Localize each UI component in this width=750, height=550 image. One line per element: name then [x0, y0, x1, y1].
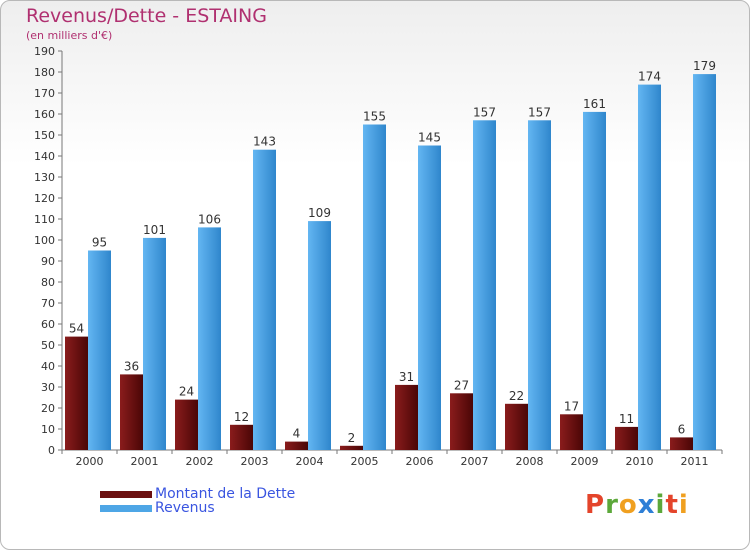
bar-revenus — [583, 111, 606, 451]
chart-title: Revenus/Dette - ESTAING — [26, 5, 267, 27]
bar-revenus — [528, 120, 551, 451]
logo-letter: i — [655, 490, 666, 520]
bar-revenus — [308, 221, 331, 450]
bar-dette — [395, 384, 418, 450]
x-tick-label: 2007 — [461, 455, 489, 468]
y-tick-label: 20 — [41, 402, 55, 415]
x-tick-label: 2001 — [131, 455, 159, 468]
data-label: 145 — [418, 131, 441, 145]
logo-letter: o — [618, 490, 638, 520]
y-tick-label: 50 — [41, 339, 55, 352]
bar-dette — [340, 445, 363, 450]
y-tick-label: 40 — [41, 360, 55, 373]
data-label: 2 — [348, 431, 356, 445]
legend-swatch-dette — [100, 490, 152, 498]
data-label: 95 — [92, 236, 107, 250]
data-label: 179 — [693, 59, 716, 73]
x-tick-label: 2006 — [406, 455, 434, 468]
data-label: 101 — [143, 223, 166, 237]
bar-revenus — [363, 124, 386, 450]
x-tick-label: 2002 — [186, 455, 214, 468]
bar-revenus — [143, 237, 166, 450]
bar-revenus — [198, 227, 221, 450]
logo-letter: r — [605, 490, 619, 520]
y-tick-label: 0 — [48, 444, 55, 457]
bar-revenus — [693, 74, 716, 450]
data-label: 106 — [198, 212, 221, 226]
data-label: 6 — [678, 422, 686, 436]
bar-dette — [175, 399, 198, 450]
data-label: 157 — [473, 105, 496, 119]
proxiti-logo: Proxiti — [585, 490, 689, 520]
logo-letter: i — [678, 490, 689, 520]
data-label: 12 — [234, 410, 249, 424]
y-tick-label: 140 — [34, 150, 55, 163]
y-tick-label: 90 — [41, 255, 55, 268]
logo-letter: t — [665, 490, 679, 520]
x-tick-label: 2005 — [351, 455, 379, 468]
y-tick-label: 180 — [34, 66, 55, 79]
data-label: 161 — [583, 97, 606, 111]
bar-dette — [615, 426, 638, 450]
y-tick-label: 100 — [34, 234, 55, 247]
data-label: 4 — [293, 427, 301, 441]
y-tick-label: 30 — [41, 381, 55, 394]
legend-item-dette: Montant de la Dette — [100, 486, 295, 502]
bar-revenus — [418, 145, 441, 450]
x-tick-label: 2009 — [571, 455, 599, 468]
y-tick-label: 130 — [34, 171, 55, 184]
y-tick-label: 80 — [41, 276, 55, 289]
bar-dette — [120, 374, 143, 450]
bar-dette — [230, 424, 253, 450]
bar-revenus — [253, 149, 276, 450]
data-label: 155 — [363, 110, 386, 124]
data-label: 174 — [638, 70, 661, 84]
x-tick-label: 2010 — [626, 455, 654, 468]
data-label: 36 — [124, 359, 139, 373]
y-tick-label: 110 — [34, 213, 55, 226]
bar-revenus — [88, 250, 111, 450]
data-label: 109 — [308, 206, 331, 220]
data-label: 17 — [564, 399, 579, 413]
data-label: 157 — [528, 105, 551, 119]
legend-label-revenus: Revenus — [155, 500, 215, 516]
legend-label-dette: Montant de la Dette — [155, 486, 296, 502]
data-label: 27 — [454, 378, 469, 392]
logo-letter: x — [637, 490, 656, 520]
x-tick-label: 2003 — [241, 455, 269, 468]
data-label: 54 — [69, 322, 84, 336]
y-tick-label: 160 — [34, 108, 55, 121]
y-tick-label: 120 — [34, 192, 55, 205]
y-tick-label: 10 — [41, 423, 55, 436]
data-label: 143 — [253, 135, 276, 149]
legend-swatch-revenus — [100, 504, 152, 512]
data-label: 22 — [509, 389, 524, 403]
y-tick-label: 170 — [34, 87, 55, 100]
bar-revenus — [638, 84, 661, 450]
bar-dette — [65, 336, 88, 450]
logo-letter: P — [585, 490, 606, 520]
bar-dette — [505, 403, 528, 450]
bar-revenus — [473, 120, 496, 451]
y-tick-label: 190 — [34, 45, 55, 58]
data-label: 31 — [399, 370, 414, 384]
bar-dette — [285, 441, 308, 450]
chart-subtitle: (en milliers d'€) — [26, 29, 113, 42]
bar-dette — [670, 437, 693, 450]
x-tick-label: 2011 — [681, 455, 709, 468]
data-label: 11 — [619, 412, 634, 426]
y-tick-label: 60 — [41, 318, 55, 331]
bar-dette — [560, 414, 583, 450]
bar-dette — [450, 393, 473, 450]
y-tick-label: 70 — [41, 297, 55, 310]
data-label: 24 — [179, 385, 194, 399]
legend-item-revenus: Revenus — [100, 500, 215, 516]
x-tick-label: 2004 — [296, 455, 324, 468]
x-tick-label: 2000 — [76, 455, 104, 468]
x-tick-label: 2008 — [516, 455, 544, 468]
y-tick-label: 150 — [34, 129, 55, 142]
